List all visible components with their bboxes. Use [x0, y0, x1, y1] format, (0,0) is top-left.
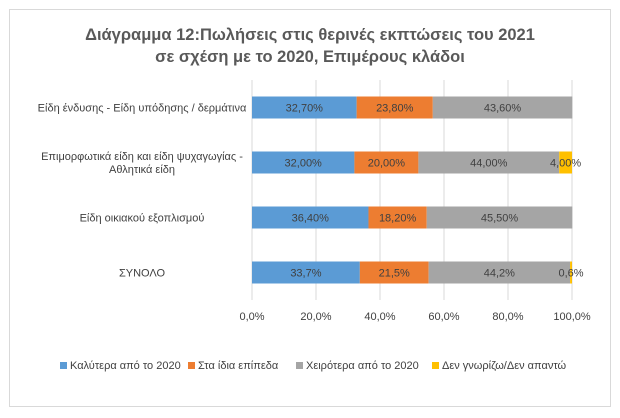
category-label: Είδη οικιακού εξοπλισμού [80, 213, 205, 225]
data-label: 18,20% [379, 213, 417, 225]
bar-segment [354, 151, 419, 174]
data-label: 21,5% [379, 268, 410, 280]
category-label: Αθλητικά είδη [109, 164, 175, 176]
legend-swatch [296, 362, 303, 369]
x-tick-label: 0,0% [239, 311, 264, 323]
data-label: 45,50% [481, 213, 519, 225]
category-label: ΣΥΝΟΛΟ [119, 268, 166, 280]
legend-swatch [188, 362, 195, 369]
bar-segment [368, 206, 427, 229]
legend: Καλύτερα από το 2020 Στα ίδια επίπεδα Χειρ… [60, 360, 567, 372]
data-label: 32,00% [285, 158, 323, 170]
data-label: 44,00% [470, 158, 508, 170]
data-label: 44,2% [484, 268, 515, 280]
bar-segment [359, 261, 429, 284]
data-label: 0,6% [559, 268, 584, 280]
legend-label: Χειρότερα από το 2020 [306, 360, 419, 372]
legend-label: Καλύτερα από το 2020 [70, 360, 181, 372]
bar-segment [252, 206, 369, 229]
legend-label: Δεν γνωρίζω/Δεν απαντώ [442, 360, 567, 372]
bar-segment [356, 96, 433, 119]
category-label: Είδη ένδυσης - Είδη υπόδησης / δερμάτινα [38, 103, 247, 115]
data-label: 33,7% [290, 268, 321, 280]
x-tick-label: 100,0% [553, 311, 591, 323]
data-label: 20,00% [368, 158, 406, 170]
chart-title-line-1: Διάγραμμα 12:Πωλήσεις στις θερινές εκπτώ… [85, 26, 535, 44]
bar-segment [559, 151, 572, 174]
x-axis-ticks: 0,0% 20,0% 40,0% 60,0% 80,0% 100,0% [239, 311, 590, 323]
data-label: 23,80% [376, 103, 414, 115]
category-label: Επιμορφωτικά είδη και είδη ψυχαγωγίας - [41, 151, 243, 163]
bar-segment [252, 96, 357, 119]
bar-segment [428, 261, 571, 284]
bar-segment [418, 151, 560, 174]
x-tick-label: 80,0% [492, 311, 523, 323]
x-tick-label: 60,0% [428, 311, 459, 323]
legend-swatch [432, 362, 439, 369]
data-label: 4,00% [550, 158, 581, 170]
bar-segment [252, 261, 360, 284]
data-label: 36,40% [292, 213, 330, 225]
legend-label: Στα ίδια επίπεδα [198, 360, 279, 372]
bar-segment [426, 206, 573, 229]
chart-title-line-2: σε σχέση με το 2020, Επιμέρους κλάδοι [155, 48, 465, 66]
bar-segment [252, 151, 355, 174]
x-tick-label: 20,0% [300, 311, 331, 323]
legend-swatch [60, 362, 67, 369]
data-label: 32,70% [286, 103, 324, 115]
bars-group: 32,70% 23,80% 43,60% 32,00% 20,00% 44,00% 4,00… [252, 96, 584, 284]
bar-segment [432, 96, 573, 119]
bar-segment [570, 261, 572, 284]
category-labels: Είδη ένδυσης - Είδη υπόδησης / δερμάτινα… [38, 103, 247, 280]
data-label: 43,60% [484, 103, 522, 115]
x-tick-label: 40,0% [364, 311, 395, 323]
